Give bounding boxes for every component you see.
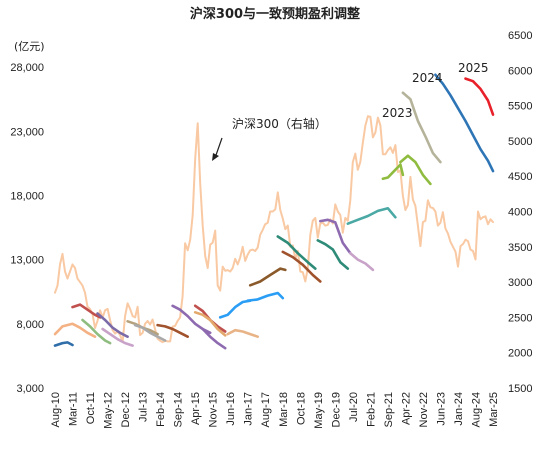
annotations: 沪深300（右轴） 2023 2024 2025 bbox=[212, 61, 489, 161]
x-tick-label: Aug-17 bbox=[260, 392, 272, 427]
left-tick-label: 28,000 bbox=[10, 62, 44, 74]
series-line-earnings-26 bbox=[401, 91, 442, 164]
left-tick-label: 3,000 bbox=[16, 383, 44, 395]
series-line-earnings-15 bbox=[226, 328, 259, 338]
series-line-csi300 bbox=[54, 115, 494, 344]
series-line-earnings-25 bbox=[399, 154, 432, 186]
series-line-earnings-21 bbox=[319, 218, 352, 255]
x-tick-label: Mar-18 bbox=[278, 392, 290, 427]
right-tick-label: 4500 bbox=[508, 171, 532, 183]
x-tick-label: Jan-17 bbox=[243, 392, 255, 426]
series-line-earnings-14 bbox=[218, 299, 252, 319]
series-line-earnings-2 bbox=[53, 322, 97, 338]
series-line-earnings-20 bbox=[316, 239, 350, 270]
series-line-earnings-23 bbox=[346, 207, 397, 225]
x-tick-label: Nov-22 bbox=[418, 392, 430, 427]
x-tick-label: Aug-24 bbox=[470, 392, 482, 427]
series-line-earnings-9 bbox=[156, 323, 189, 338]
right-tick-label: 3000 bbox=[508, 277, 532, 289]
right-tick-label: 5000 bbox=[508, 136, 532, 148]
x-tick-label: Aug-10 bbox=[50, 392, 62, 427]
x-tick-label: Oct-18 bbox=[295, 392, 307, 425]
right-tick-label: 3500 bbox=[508, 242, 532, 254]
left-tick-label: 13,000 bbox=[10, 255, 44, 267]
left-axis: 3,000 8,000 13,000 18,000 23,000 28,000 bbox=[10, 62, 44, 395]
series-line-earnings-5 bbox=[96, 312, 129, 338]
left-axis-unit: (亿元) bbox=[14, 40, 45, 53]
x-tick-label: Sep-14 bbox=[173, 392, 185, 427]
right-tick-label: 2000 bbox=[508, 348, 532, 360]
x-tick-label: Jul-13 bbox=[138, 392, 150, 422]
x-tick-label: Sep-21 bbox=[383, 392, 395, 427]
x-tick-label: Jul-20 bbox=[348, 392, 360, 422]
right-tick-label: 5500 bbox=[508, 101, 532, 113]
series-line-earnings-22 bbox=[349, 251, 375, 272]
annotation-label: 沪深300（右轴） bbox=[232, 116, 327, 131]
x-tick-label: Feb-21 bbox=[365, 392, 377, 427]
x-tick-label: Mar-25 bbox=[488, 392, 500, 427]
x-tick-label: Oct-11 bbox=[85, 392, 97, 424]
right-tick-label: 4000 bbox=[508, 207, 532, 219]
right-tick-label: 1500 bbox=[508, 383, 532, 395]
x-tick-label: Feb-14 bbox=[155, 392, 167, 427]
x-tick-label: Jun-23 bbox=[435, 392, 447, 426]
x-axis: Aug-10 Mar-11 Oct-11 May-12 Dec-12 Jul-13 Feb-… bbox=[50, 392, 500, 429]
x-tick-label: Jun-16 bbox=[225, 392, 237, 426]
annotation-label: 2025 bbox=[458, 61, 489, 75]
annotation-label: 2024 bbox=[412, 71, 443, 85]
series-line-earnings-24 bbox=[381, 163, 405, 181]
left-tick-label: 18,000 bbox=[10, 190, 44, 202]
series-line-earnings-19 bbox=[281, 250, 322, 283]
right-axis: 1500 2000 2500 3000 3500 4000 4500 5000 5500 6000… bbox=[508, 30, 532, 395]
series-line-earnings-3 bbox=[71, 303, 102, 319]
right-tick-label: 6500 bbox=[508, 30, 532, 42]
right-tick-label: 2500 bbox=[508, 312, 532, 324]
x-tick-label: May-19 bbox=[313, 392, 325, 429]
left-tick-label: 8,000 bbox=[16, 319, 44, 331]
series-line-earnings-13 bbox=[201, 327, 227, 350]
x-tick-label: Nov-15 bbox=[208, 392, 220, 427]
x-tick-label: Dec-19 bbox=[330, 392, 342, 427]
right-tick-label: 6000 bbox=[508, 65, 532, 77]
series-line-earnings-4 bbox=[81, 318, 112, 345]
x-tick-label: Dec-12 bbox=[120, 392, 132, 427]
left-tick-label: 23,000 bbox=[10, 126, 44, 138]
x-tick-label: Apr-22 bbox=[400, 392, 412, 425]
series-line-earnings-12 bbox=[193, 311, 227, 337]
series-line-earnings-6 bbox=[101, 327, 134, 347]
series-line-earnings-18 bbox=[276, 235, 317, 270]
series-line-earnings-28 bbox=[464, 77, 495, 116]
x-tick-label: Mar-11 bbox=[68, 392, 80, 426]
series-line-earnings-17 bbox=[248, 267, 287, 287]
series-line-earnings-1 bbox=[53, 341, 74, 347]
annotation-arrowhead bbox=[212, 153, 219, 161]
series-line-earnings-8 bbox=[133, 323, 167, 342]
plot-area bbox=[53, 73, 495, 350]
x-tick-label: May-12 bbox=[103, 392, 115, 429]
series-line-earnings-27 bbox=[434, 73, 495, 173]
x-tick-label: Jan-24 bbox=[453, 392, 465, 426]
chart-title: 沪深300与一致预期盈利调整 bbox=[190, 6, 361, 22]
annotation-label: 2023 bbox=[382, 106, 413, 120]
series-line-earnings-16 bbox=[246, 291, 285, 302]
x-tick-label: Apr-15 bbox=[190, 392, 202, 425]
